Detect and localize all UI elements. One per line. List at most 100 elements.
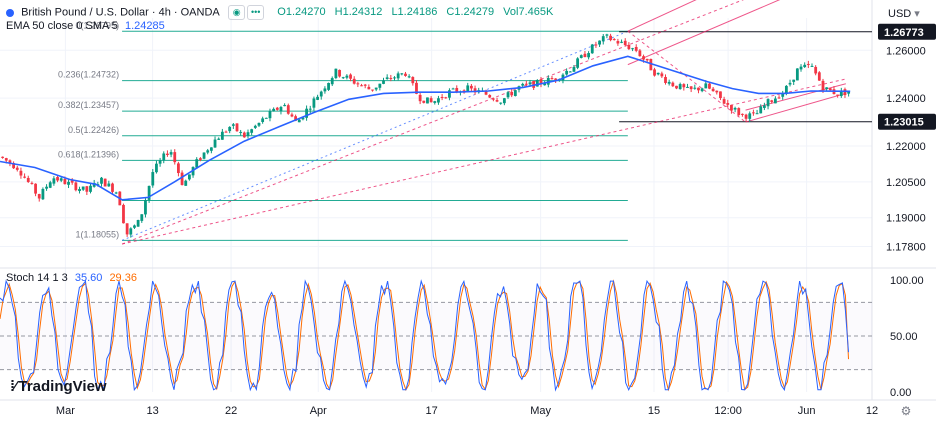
candle-body [513,90,517,97]
candle-body [795,68,799,81]
price-tick-label: 1.22000 [886,141,926,153]
candle-body [719,91,722,99]
candle-body [239,131,243,133]
fib-level-label: 1(1.18055) [76,229,120,239]
candle-body [396,73,400,79]
candle-body [473,88,477,93]
candle-body [836,94,840,96]
candle-body [550,78,554,80]
candle-body [136,220,140,227]
candle-body [491,98,495,100]
candle-body [444,97,448,99]
candle-body [37,194,41,199]
more-icon[interactable]: ••• [247,5,265,20]
candle-body [784,85,788,94]
currency-text: USD [888,8,912,20]
candle-body [173,152,177,163]
candle-body [78,189,81,191]
candle-body [660,73,664,77]
candle-body [8,160,12,164]
candle-body [781,93,785,97]
candle-body [224,131,228,133]
volume-value: Vol7.465K [503,6,554,19]
candles [1,33,851,238]
candle-body [253,125,257,128]
stoch-legend[interactable]: Stoch 14 1 3 35.60 29.36 [6,272,137,284]
candle-body [821,80,825,91]
candle-body [664,76,667,83]
candle-body [382,80,385,84]
settings-gear-icon[interactable]: ⚙ [901,404,912,418]
price-tick-label: 1.17800 [886,241,926,253]
stoch-k-value: 35.60 [74,272,103,284]
fib-level-label: 0.618(1.21396) [58,149,119,159]
candle-body [122,204,125,224]
tradingview-mark-icon: ⁞⁄ [10,378,16,395]
candle-body [103,178,107,187]
candle-body [371,89,374,91]
candle-body [4,158,8,161]
candle-body [129,228,133,235]
ema-legend[interactable]: EMA 50 close 0 SMA 5 1.24285 [6,20,165,32]
candle-body [209,147,213,151]
price-tag-label: 1.23015 [884,117,924,129]
time-tick-label: Mar [56,405,75,417]
symbol-title[interactable]: British Pound / U.S. Dollar · 4h · OANDA [21,6,220,19]
pitchfork-lines [121,0,846,245]
time-tick-label: 22 [225,405,237,417]
candle-body [627,44,631,50]
candle-body [623,40,627,46]
candle-body [539,79,543,85]
candle-body [125,223,129,235]
candle-body [111,183,114,192]
candle-body [308,108,312,110]
legend-buttons[interactable]: ◉ ••• [228,5,266,20]
candle-body [67,181,70,185]
candle-body [762,105,766,108]
eye-icon[interactable]: ◉ [228,5,246,20]
time-tick-label: 12 [866,405,878,417]
candle-body [605,34,609,36]
candle-body [484,90,488,95]
fib-trend-line [121,30,629,241]
price-tag-bg [878,113,936,130]
candle-body [587,53,590,58]
fib-level-label: 0.236(1.24732) [58,70,119,80]
candle-body [213,139,217,148]
candle-body [268,111,272,119]
candle-body [440,96,444,98]
candle-body [429,98,433,103]
candle-body [733,107,737,110]
candle-body [206,150,210,153]
candle-body [748,113,752,119]
close-value: C1.24279 [446,6,495,19]
candle-body [612,39,616,41]
candle-body [799,66,803,70]
candle-body [810,65,814,67]
candle-body [12,163,16,169]
candle-body [400,73,404,75]
candle-body [502,98,506,104]
pitchfork-line [745,92,846,123]
candle-body [341,77,345,79]
candle-body [279,107,283,112]
candle-body [543,83,547,86]
candle-body [499,102,503,104]
candle-body [297,119,301,123]
fibonacci-retracement: 0(1.26795) 0.236(1.24732) 0.382(1.23457) 0.… [58,20,629,241]
pitchfork-line [627,30,746,123]
price-axis: 1.26000 1.24000 1.22000 1.20500 1.19000 1.178… [878,23,936,253]
candle-body [56,177,59,181]
candle-body [642,56,645,60]
candle-body [682,84,686,88]
stochastic-pane: 100.00 50.00 0.00 [0,275,924,399]
candle-body [363,84,367,86]
candle-body [847,91,851,94]
candle-body [187,174,191,180]
candle-body [598,40,601,45]
candle-body [26,177,30,182]
candle-body [448,90,451,98]
currency-label[interactable]: USD ▾ [888,8,920,20]
